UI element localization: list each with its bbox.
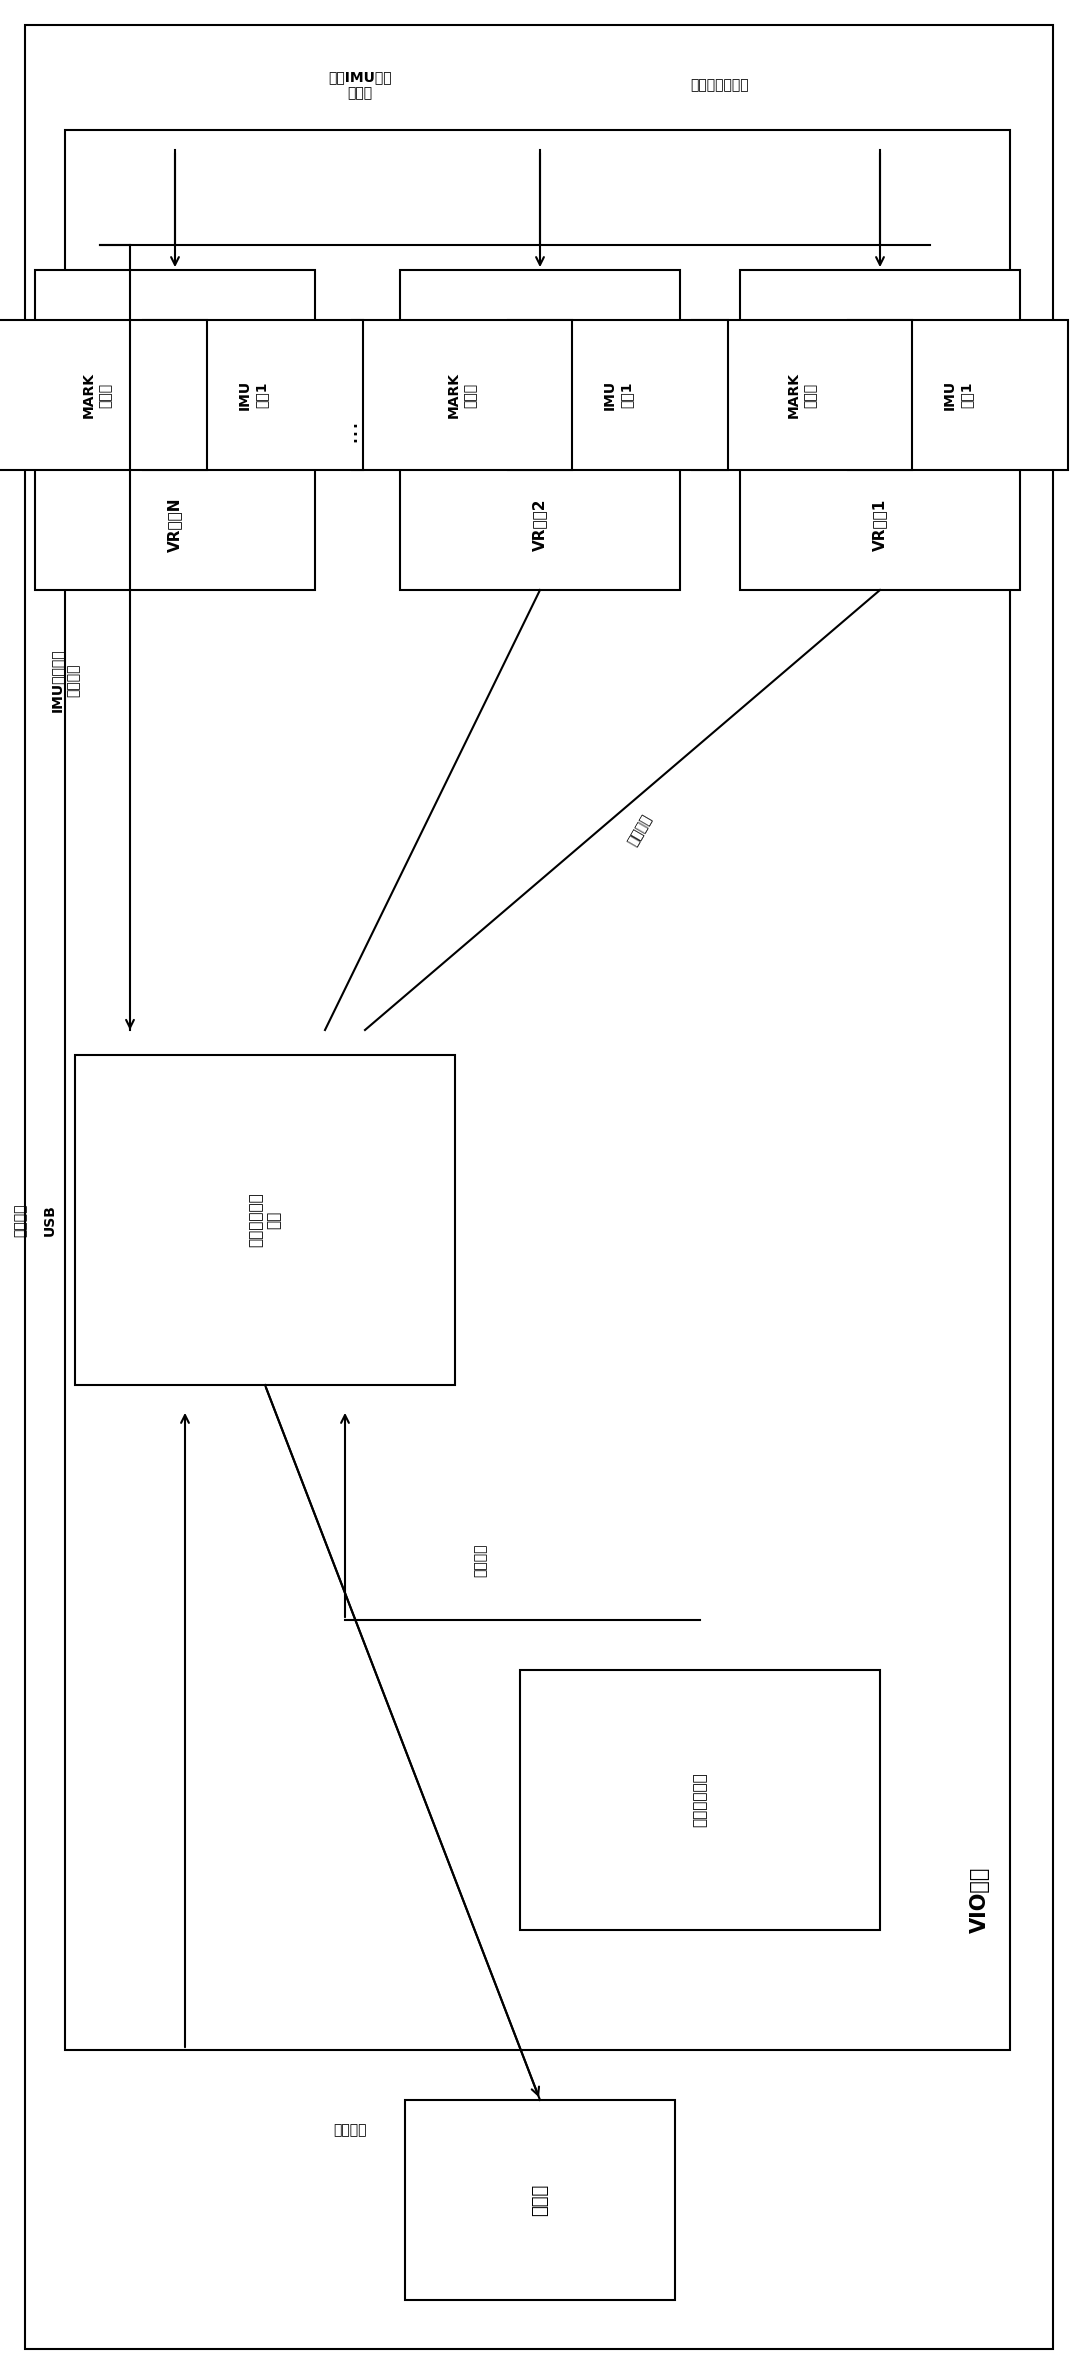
Text: 多路IMU数据
采集器: 多路IMU数据 采集器: [328, 69, 391, 100]
Bar: [692, 320, 912, 470]
Bar: [353, 320, 572, 470]
Text: 姿态信号: 姿态信号: [333, 2122, 367, 2137]
Text: USB: USB: [43, 1204, 57, 1237]
Bar: [65, 131, 1010, 2051]
Text: MARK
同步器: MARK 同步器: [82, 373, 112, 418]
Text: IMU
单元1: IMU 单元1: [943, 380, 973, 411]
Text: 云台视觉处理
系统: 云台视觉处理 系统: [249, 1192, 281, 1246]
Bar: [143, 320, 363, 470]
Text: MARK
同步器: MARK 同步器: [447, 373, 478, 418]
Text: 计算机: 计算机: [531, 2184, 549, 2215]
Bar: [75, 1054, 455, 1384]
Text: 视频信号: 视频信号: [625, 812, 654, 848]
Bar: [508, 320, 728, 470]
Text: 多路视频采集器: 多路视频采集器: [691, 78, 749, 93]
Text: VR头盔2: VR头盔2: [533, 499, 548, 551]
Text: VR头盔N: VR头盔N: [167, 499, 182, 553]
Text: IMU
单元1: IMU 单元1: [603, 380, 633, 411]
Bar: [34, 271, 315, 591]
Bar: [520, 1669, 880, 1930]
Text: 控制信号: 控制信号: [473, 1543, 487, 1576]
Text: MARK
同步器: MARK 同步器: [787, 373, 817, 418]
Text: VIO系统: VIO系统: [970, 1866, 990, 1932]
Text: 云台控制单元: 云台控制单元: [692, 1773, 707, 1828]
Bar: [400, 271, 680, 591]
Bar: [0, 320, 207, 470]
Text: IMU
单元1: IMU 单元1: [238, 380, 268, 411]
Text: ···: ···: [343, 418, 367, 442]
Text: VR头盔1: VR头盔1: [872, 499, 887, 551]
Bar: [405, 2101, 675, 2300]
Text: 位姿数据: 位姿数据: [13, 1204, 27, 1237]
Bar: [740, 271, 1020, 591]
Bar: [848, 320, 1068, 470]
Text: IMU信号数据
同步传输: IMU信号数据 同步传输: [50, 648, 80, 712]
